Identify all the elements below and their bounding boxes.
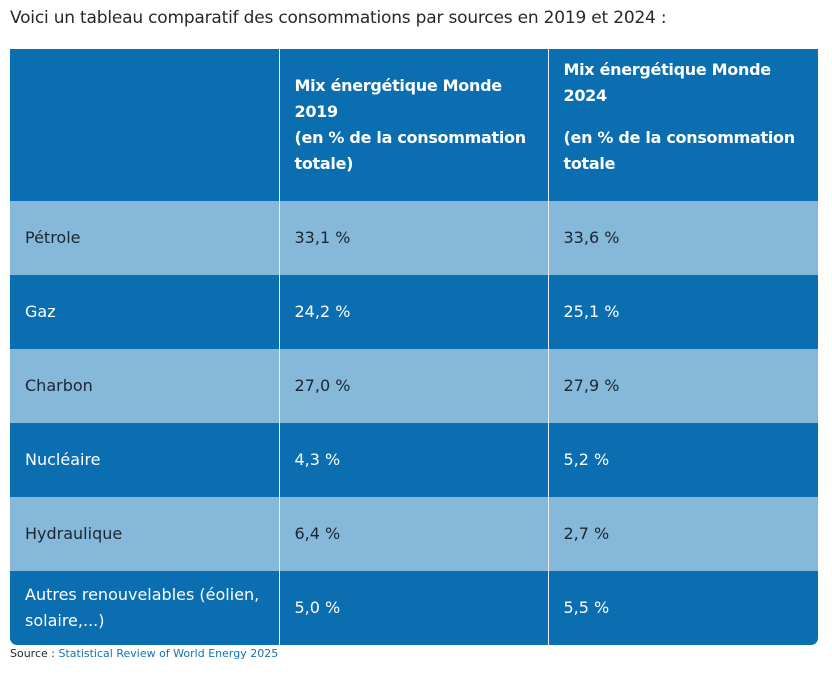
cell-2024: 5,2 % [547,423,818,497]
header-2019: Mix énergétique Monde 2019 (en % de la c… [278,49,548,201]
table-row: Autres renouvelables (éolien, solaire,..… [10,571,818,645]
energy-mix-table: Mix énergétique Monde 2019 (en % de la c… [10,49,818,645]
table-row: Hydraulique 6,4 % 2,7 % [10,497,818,571]
source-note: Source : Statistical Review of World Ene… [10,647,278,660]
cell-source: Pétrole [10,201,279,275]
cell-2019: 24,2 % [278,275,548,349]
header-2024-title: Mix énergétique Monde 2024 [563,60,772,105]
table-body: Pétrole 33,1 % 33,6 % Gaz 24,2 % 25,1 % … [10,201,818,645]
header-2019-note: (en % de la consommation totale) [294,128,527,173]
cell-source: Gaz [10,275,279,349]
table-row: Charbon 27,0 % 27,9 % [10,349,818,423]
cell-2024: 25,1 % [547,275,818,349]
cell-2019: 27,0 % [278,349,548,423]
table-row: Gaz 24,2 % 25,1 % [10,275,818,349]
cell-source: Autres renouvelables (éolien, solaire,..… [10,571,279,645]
table-row: Pétrole 33,1 % 33,6 % [10,201,818,275]
header-2019-title: Mix énergétique Monde 2019 [294,76,503,121]
source-link[interactable]: Statistical Review of World Energy 2025 [58,647,279,660]
header-2024-note: (en % de la consommation totale [563,128,796,173]
table-header: Mix énergétique Monde 2019 (en % de la c… [10,49,818,201]
cell-source: Charbon [10,349,279,423]
table-row: Nucléaire 4,3 % 5,2 % [10,423,818,497]
cell-2019: 33,1 % [278,201,548,275]
cell-2024: 33,6 % [547,201,818,275]
intro-text: Voici un tableau comparatif des consomma… [10,8,667,28]
comparison-table-container: Mix énergétique Monde 2019 (en % de la c… [10,49,818,645]
source-label: Source : [10,647,59,660]
cell-2019: 6,4 % [278,497,548,571]
header-row: Mix énergétique Monde 2019 (en % de la c… [10,49,818,201]
cell-2019: 5,0 % [278,571,548,645]
cell-2019: 4,3 % [278,423,548,497]
header-source [10,49,279,201]
cell-source: Hydraulique [10,497,279,571]
cell-source: Nucléaire [10,423,279,497]
cell-2024: 2,7 % [547,497,818,571]
cell-2024: 27,9 % [547,349,818,423]
header-2024: Mix énergétique Monde 2024 (en % de la c… [547,49,818,201]
cell-2024: 5,5 % [547,571,818,645]
